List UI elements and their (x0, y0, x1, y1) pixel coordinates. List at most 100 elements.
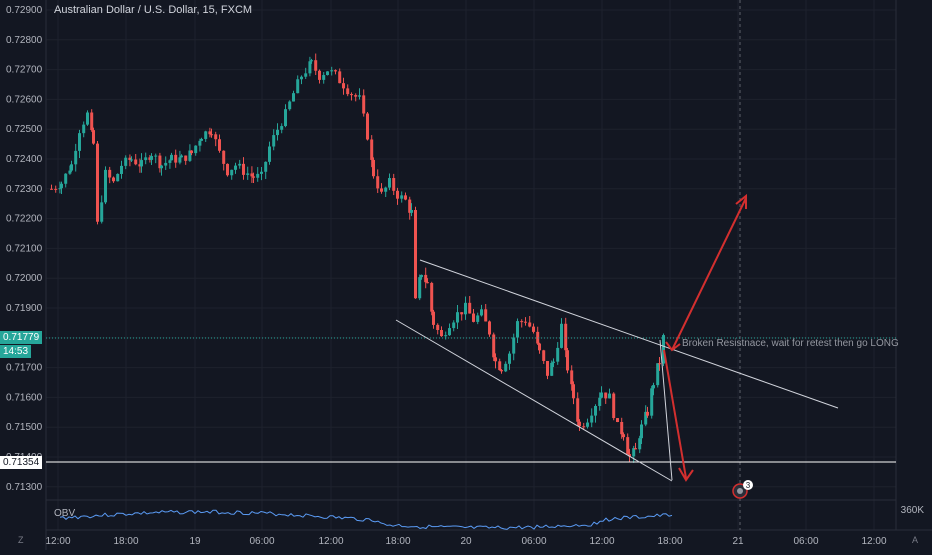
candle-up[interactable] (104, 166, 107, 205)
candle-down[interactable] (314, 53, 318, 75)
candle-down[interactable] (372, 157, 375, 179)
candle-up[interactable] (288, 100, 292, 111)
candle-down[interactable] (218, 134, 221, 153)
candle-up[interactable] (200, 137, 203, 141)
candle-down[interactable] (538, 342, 541, 354)
candle-up[interactable] (100, 195, 104, 224)
candle-up[interactable] (516, 318, 519, 343)
candle-up[interactable] (304, 67, 308, 79)
candle-down[interactable] (436, 323, 440, 335)
candle-down[interactable] (128, 154, 132, 167)
candle-up[interactable] (656, 363, 660, 388)
candle-down[interactable] (222, 150, 226, 171)
candle-up[interactable] (78, 129, 81, 158)
long-arrow[interactable] (671, 193, 747, 351)
auto-scale-icon[interactable]: A (912, 535, 919, 545)
candle-down[interactable] (184, 155, 188, 165)
candle-down[interactable] (424, 267, 428, 289)
candle-down[interactable] (214, 131, 218, 147)
candle-up[interactable] (388, 173, 391, 191)
candle-up[interactable] (130, 156, 133, 162)
candle-down[interactable] (148, 154, 152, 163)
candle-up[interactable] (264, 161, 268, 180)
candle-up[interactable] (504, 361, 508, 373)
candle-up[interactable] (448, 323, 451, 336)
candle-up[interactable] (326, 71, 329, 76)
candle-up[interactable] (58, 181, 62, 194)
candle-down[interactable] (350, 92, 353, 101)
candle-down[interactable] (634, 442, 637, 450)
candle-up[interactable] (292, 90, 295, 102)
candle-up[interactable] (168, 159, 172, 169)
candle-up[interactable] (512, 333, 516, 361)
candle-down[interactable] (646, 406, 649, 418)
candle-up[interactable] (284, 104, 287, 128)
candle-down[interactable] (370, 135, 374, 168)
candle-down[interactable] (342, 77, 345, 95)
candle-down[interactable] (492, 332, 496, 362)
candle-up[interactable] (246, 166, 250, 180)
candle-up[interactable] (124, 155, 128, 170)
candle-down[interactable] (426, 278, 429, 284)
candle-down[interactable] (242, 157, 245, 180)
candle-up[interactable] (508, 351, 511, 370)
candle-up[interactable] (410, 203, 413, 217)
candle-down[interactable] (366, 111, 369, 141)
candle-down[interactable] (472, 308, 475, 323)
candle-down[interactable] (460, 312, 464, 321)
candle-up[interactable] (400, 191, 404, 203)
candle-down[interactable] (578, 419, 581, 431)
candle-up[interactable] (632, 445, 636, 463)
candle-down[interactable] (622, 432, 625, 441)
candle-up[interactable] (552, 358, 555, 367)
candle-down[interactable] (338, 68, 342, 84)
candle-down[interactable] (408, 196, 412, 220)
candle-down[interactable] (334, 69, 337, 75)
candle-up[interactable] (234, 162, 237, 174)
candle-down[interactable] (500, 368, 503, 374)
candle-up[interactable] (120, 160, 123, 179)
candle-up[interactable] (160, 164, 163, 176)
candle-up[interactable] (300, 75, 303, 85)
candle-down[interactable] (566, 347, 569, 374)
candle-up[interactable] (256, 167, 260, 182)
candle-down[interactable] (252, 172, 255, 183)
candle-down[interactable] (208, 127, 212, 138)
candle-down[interactable] (616, 417, 619, 423)
candle-up[interactable] (594, 404, 597, 423)
candles[interactable] (50, 53, 665, 463)
candle-down[interactable] (432, 309, 435, 329)
candle-down[interactable] (226, 163, 229, 177)
candle-up[interactable] (230, 169, 234, 180)
candle-up[interactable] (310, 58, 313, 64)
candle-up[interactable] (86, 110, 89, 126)
candle-down[interactable] (564, 317, 568, 358)
candle-down[interactable] (498, 358, 502, 371)
candle-up[interactable] (650, 385, 654, 419)
candle-down[interactable] (90, 109, 94, 132)
alert-icon[interactable]: 3 (732, 480, 753, 499)
candle-down[interactable] (546, 360, 549, 380)
candle-up[interactable] (384, 186, 388, 198)
candle-up[interactable] (68, 165, 72, 175)
candle-down[interactable] (96, 140, 99, 225)
candle-down[interactable] (532, 323, 535, 334)
candle-up[interactable] (608, 388, 611, 399)
candle-up[interactable] (456, 305, 459, 330)
candle-down[interactable] (362, 89, 366, 117)
candle-up[interactable] (60, 181, 63, 195)
candle-up[interactable] (590, 408, 594, 428)
candle-down[interactable] (430, 281, 434, 316)
candle-down[interactable] (604, 392, 608, 404)
candle-up[interactable] (164, 156, 168, 170)
candle-up[interactable] (180, 154, 183, 158)
lower-trendline[interactable] (395, 319, 673, 482)
candle-up[interactable] (476, 312, 480, 325)
candle-up[interactable] (198, 138, 202, 152)
candle-up[interactable] (600, 386, 603, 399)
candle-down[interactable] (620, 417, 624, 439)
candle-down[interactable] (396, 187, 399, 205)
candle-down[interactable] (92, 127, 95, 145)
candle-up[interactable] (662, 333, 665, 367)
candle-down[interactable] (354, 93, 358, 102)
